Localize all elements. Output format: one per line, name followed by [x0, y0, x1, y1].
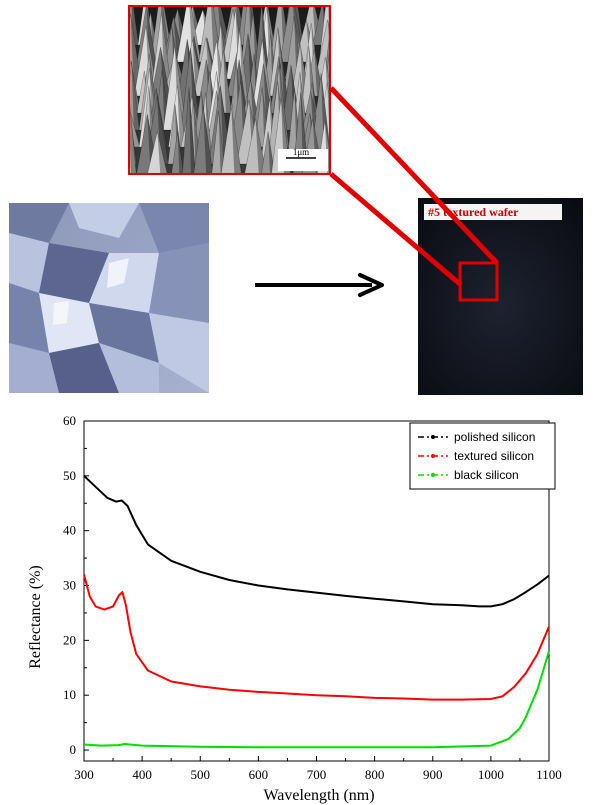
series-line-polished-silicon: [83, 475, 550, 608]
x-tick-label: 1100: [536, 767, 562, 782]
wafer-photo-before: [9, 203, 209, 393]
x-tick-label: 300: [74, 767, 94, 782]
x-tick-label: 600: [249, 767, 269, 782]
legend-label: polished silicon: [454, 430, 535, 444]
y-tick-label: 30: [63, 578, 76, 593]
legend-label: textured silicon: [454, 449, 534, 463]
series-line-black-silicon: [83, 651, 550, 749]
x-tick-label: 700: [307, 767, 327, 782]
x-tick-label: 900: [423, 767, 443, 782]
chart-legend: polished silicon textured silicon black si…: [409, 422, 556, 490]
x-tick-label: 500: [191, 767, 211, 782]
legend-marker: [431, 473, 435, 477]
legend-label: black silicon: [454, 468, 519, 482]
scale-bar-box: [278, 149, 328, 171]
y-tick-label: 60: [63, 413, 76, 428]
y-tick-label: 40: [63, 523, 76, 538]
x-axis-label: Wavelength (nm): [263, 787, 374, 804]
legend-marker: [431, 454, 435, 458]
y-tick-label: 0: [70, 742, 77, 757]
reflectance-chart: 300 400 500 600 700 800 900 1000 1100 0 10 20 30 40 50…: [27, 413, 562, 804]
x-tick-label: 400: [132, 767, 152, 782]
sem-texture: 1μm: [130, 7, 329, 173]
legend-marker: [431, 435, 435, 439]
series-line-textured-silicon: [83, 574, 550, 701]
process-arrow-head: [358, 273, 384, 297]
y-tick-label: 50: [63, 468, 76, 483]
wafer-label: #5 textured wafer: [428, 205, 519, 219]
scale-bar-label: 1μm: [293, 147, 309, 157]
y-tick-label: 20: [63, 632, 76, 647]
y-tick-label: 10: [63, 687, 76, 702]
x-tick-label: 800: [365, 767, 385, 782]
x-tick-label: 1000: [478, 767, 504, 782]
sem-micrograph: 1μm: [128, 5, 331, 175]
y-axis-label: Reflectance (%): [27, 565, 44, 668]
wafer-photo-after: #5 textured wafer: [418, 198, 583, 395]
